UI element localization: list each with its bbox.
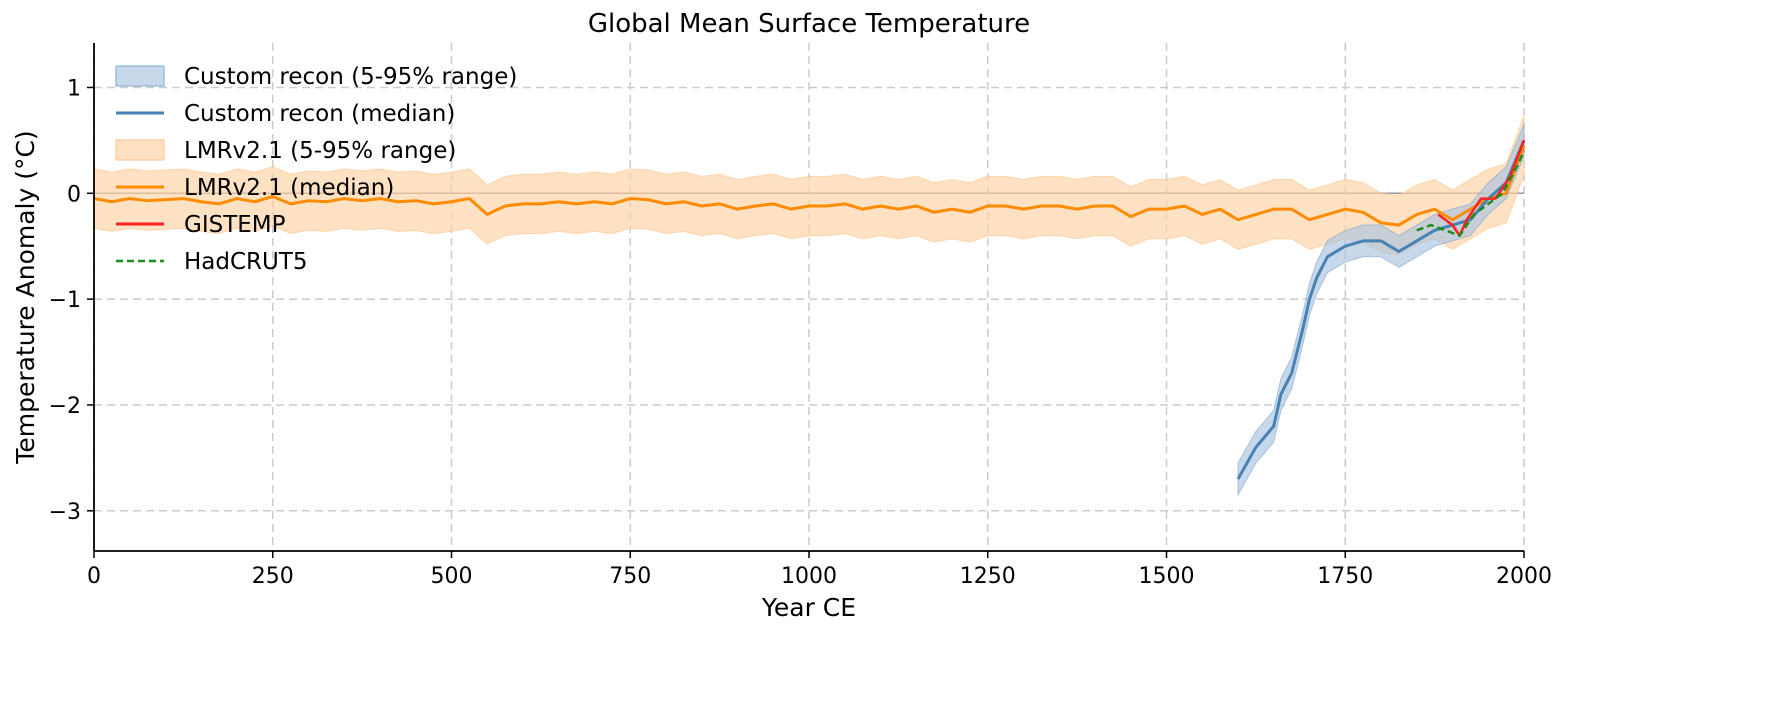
custom-range-band (1237, 124, 1525, 497)
axes: 0 250 500 750 1000 1250 1500 1750 2000 −3 −2 −1 0 1 (49, 43, 1552, 589)
x-tick-label: 250 (252, 564, 294, 589)
legend-label: Custom recon (5-95% range) (184, 64, 517, 90)
lmr-range-band (93, 115, 1525, 256)
y-tick-label: −3 (49, 500, 81, 525)
legend-label: Custom recon (median) (184, 101, 455, 127)
gistemp-line (1437, 139, 1526, 237)
legend-label: GISTEMP (184, 212, 286, 238)
x-tick-label: 500 (431, 564, 473, 589)
hadcrut5-line (1416, 150, 1526, 237)
chart-title: Global Mean Surface Temperature (588, 9, 1030, 39)
legend-label: LMRv2.1 (median) (184, 175, 394, 201)
legend-label: HadCRUT5 (184, 249, 308, 275)
legend-swatch-custom-range (115, 65, 165, 87)
legend: Custom recon (5-95% range) Custom recon (… (115, 64, 517, 275)
y-tick-label: −2 (49, 394, 81, 419)
lmr-median-line (93, 145, 1526, 227)
y-tick-label: −1 (49, 288, 81, 313)
y-tick-label: 1 (67, 76, 81, 101)
x-tick-label: 750 (609, 564, 651, 589)
plot-marks (93, 115, 1526, 497)
x-tick-label: 1750 (1317, 564, 1373, 589)
legend-label: LMRv2.1 (5-95% range) (184, 138, 456, 164)
legend-swatch-lmr-range (115, 139, 165, 161)
y-tick-label: 0 (67, 182, 81, 207)
x-tick-label: 1500 (1139, 564, 1195, 589)
x-tick-label: 2000 (1496, 564, 1552, 589)
x-tick-label: 0 (87, 564, 101, 589)
x-tick-label: 1250 (960, 564, 1016, 589)
x-axis-label: Year CE (761, 593, 856, 622)
x-tick-label: 1000 (781, 564, 837, 589)
y-axis-label: Temperature Anomaly (°C) (11, 130, 40, 464)
